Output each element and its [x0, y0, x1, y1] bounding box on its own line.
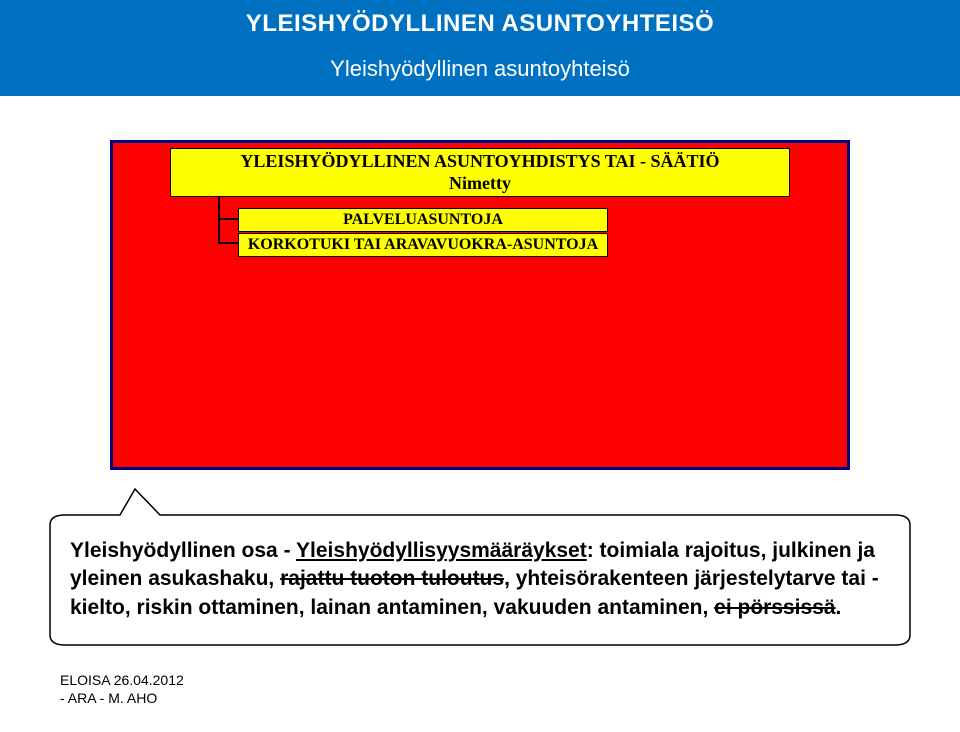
org-main-node: YLEISHYÖDYLLINEN ASUNTOYHDISTYS TAI - SÄ…	[170, 148, 790, 197]
connector-line	[218, 242, 238, 244]
title-header: YLEISHYÖDYLLINEN ASUNTOYHTEISÖ Yleishyöd…	[0, 0, 960, 96]
page-title: YLEISHYÖDYLLINEN ASUNTOYHTEISÖ	[0, 10, 960, 38]
org-sub-node: KORKOTUKI TAI ARAVAVUOKRA-ASUNTOJA	[238, 233, 608, 257]
callout-part: .	[836, 596, 842, 619]
callout: Yleishyödyllinen osa - Yleishyödyllisyys…	[30, 485, 930, 655]
page-subtitle: Yleishyödyllinen asuntoyhteisö	[0, 56, 960, 82]
org-main-line2: Nimetty	[175, 173, 785, 195]
callout-underline: Yleishyödyllisyysmääräykset	[296, 539, 587, 562]
callout-part: Yleishyödyllinen osa -	[70, 539, 296, 562]
org-sub-node: PALVELUASUNTOJA	[238, 208, 608, 232]
org-main-line1: YLEISHYÖDYLLINEN ASUNTOYHDISTYS TAI - SÄ…	[175, 151, 785, 173]
org-sub-label: KORKOTUKI TAI ARAVAVUOKRA-ASUNTOJA	[248, 236, 598, 253]
slide-footer: ELOISA 26.04.2012 - ARA - M. AHO	[60, 672, 184, 707]
callout-text: Yleishyödyllinen osa - Yleishyödyllisyys…	[70, 537, 890, 622]
footer-line: - ARA - M. AHO	[60, 690, 184, 708]
footer-line: ELOISA 26.04.2012	[60, 672, 184, 690]
connector-line	[218, 218, 238, 220]
callout-strike: rajattu tuoton tuloutus	[280, 567, 504, 590]
callout-strike: ei pörssissä	[714, 596, 835, 619]
org-sub-label: PALVELUASUNTOJA	[343, 211, 503, 228]
